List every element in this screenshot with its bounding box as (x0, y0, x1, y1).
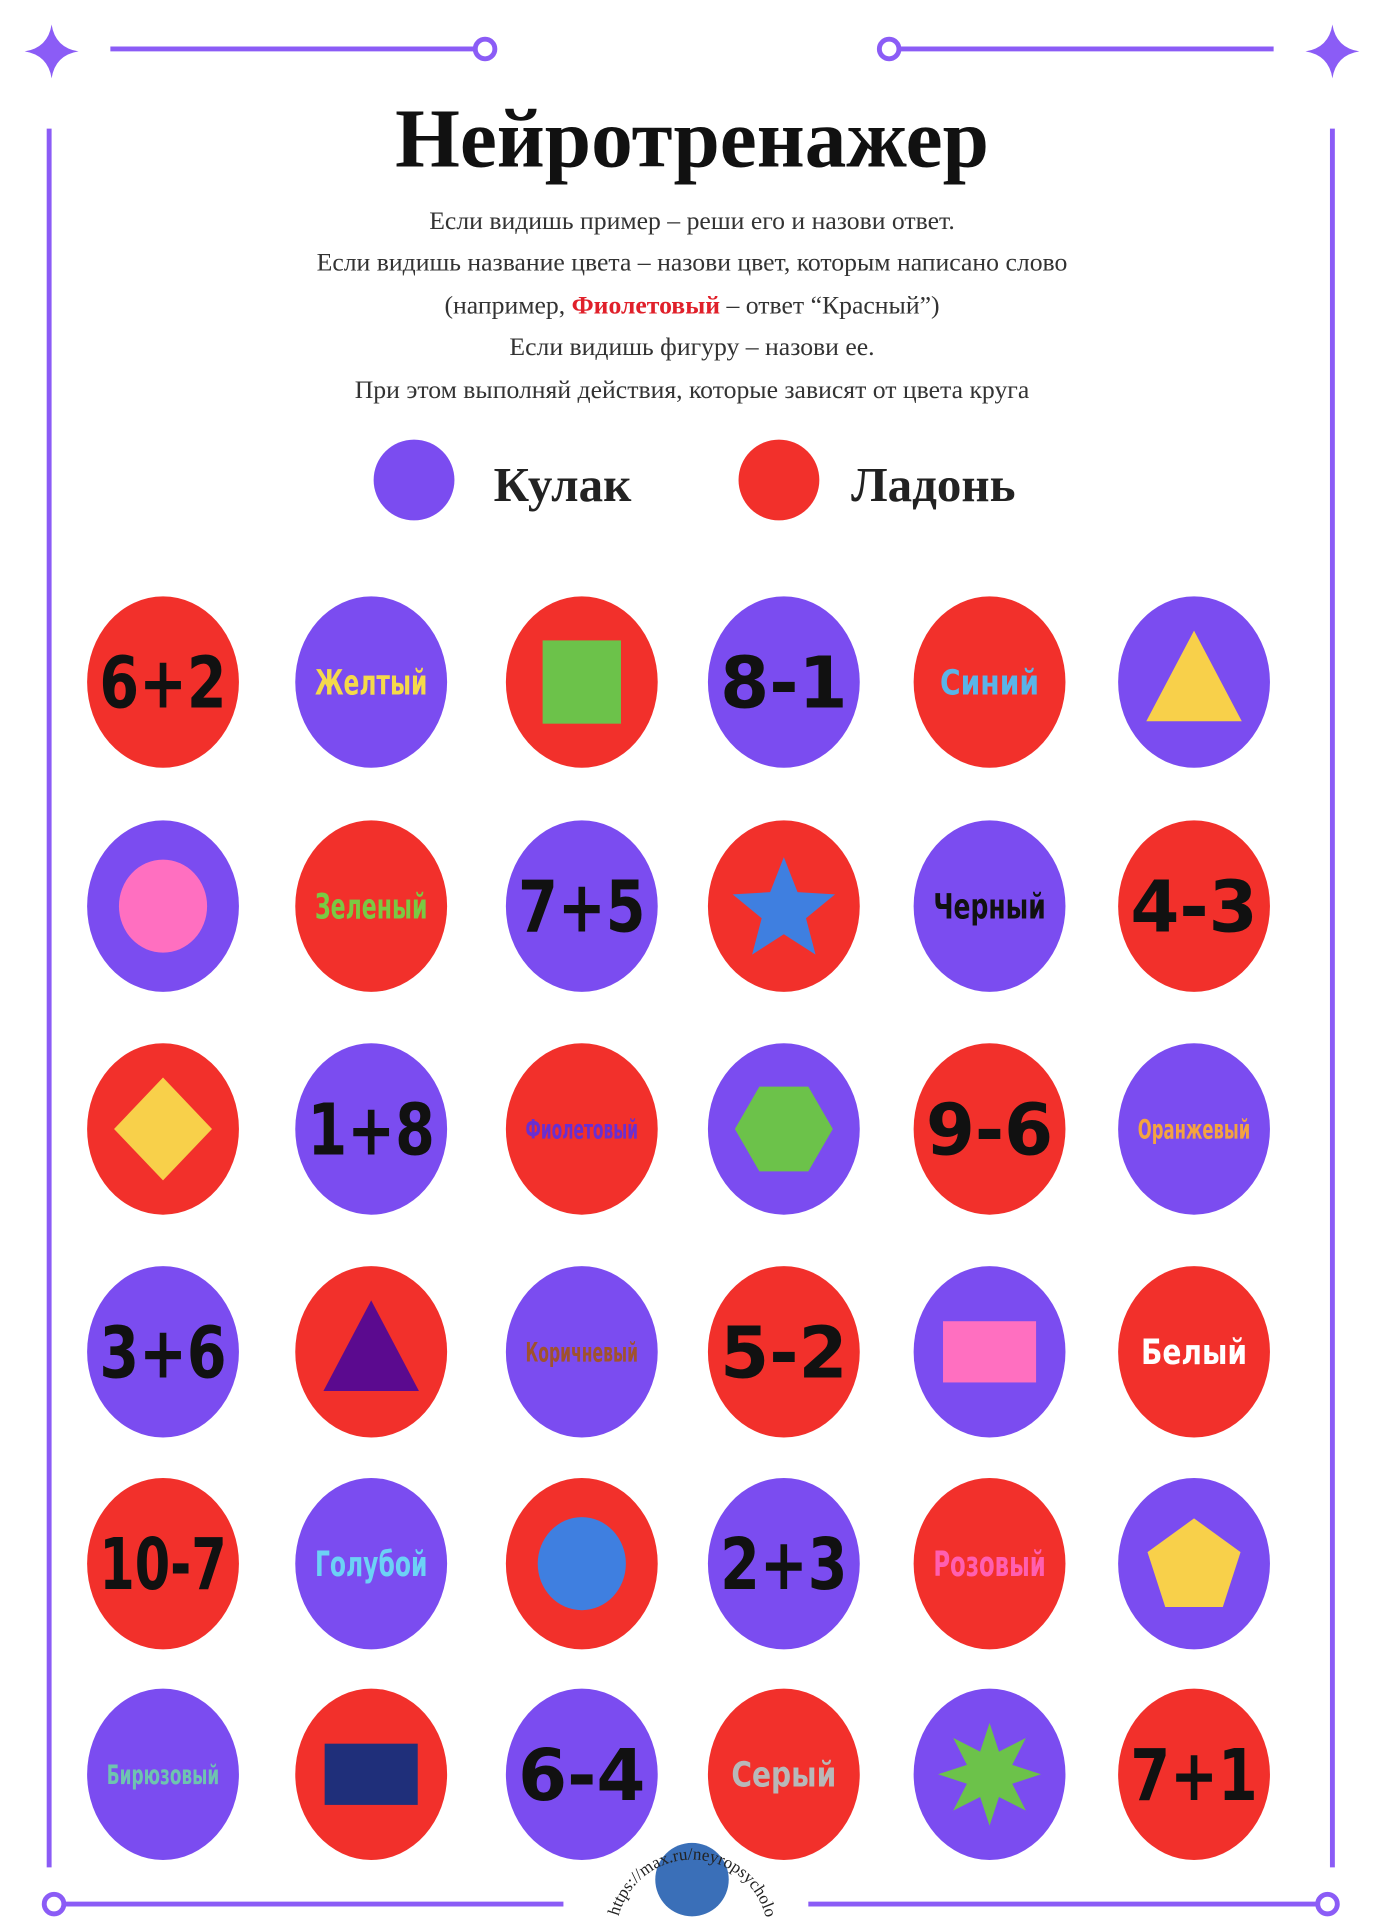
instruction-part: (например, (444, 290, 571, 319)
cell-circle (707, 1688, 860, 1860)
cell-circle (505, 1266, 658, 1438)
cell-word: Бирюзовый (107, 1760, 219, 1791)
cell-circle (707, 596, 860, 768)
cell-word: Розовый (933, 1545, 1045, 1585)
cell-word: Фиолетовый (526, 1115, 638, 1146)
legend-swatch (373, 439, 455, 521)
cell-expression: 10-7 (99, 1523, 226, 1606)
cell-circle (707, 1266, 860, 1438)
cell-word: Черный (933, 887, 1045, 927)
shape-circle (118, 859, 208, 953)
shape-square (542, 640, 621, 724)
cell-circle (295, 1477, 448, 1650)
cell-expression: 7+1 (1130, 1734, 1257, 1817)
shape-rectangle (943, 1321, 1037, 1383)
shape-star (732, 857, 836, 955)
cell-circle (913, 1043, 1066, 1215)
shape-diamond (114, 1077, 212, 1181)
cell-expression: 6-4 (518, 1734, 645, 1817)
cell-word: Голубой (315, 1545, 427, 1585)
shape-circle (537, 1517, 626, 1611)
cell-expression: 4-3 (1130, 866, 1257, 949)
legend: Кулак Ладонь (373, 439, 1016, 521)
instruction: Если видишь пример – реши его и назови о… (429, 206, 955, 235)
watermark-logo (655, 1842, 729, 1917)
shape-rectangle (324, 1743, 418, 1805)
cell-circle (707, 1477, 860, 1650)
cell-word: Белый (1141, 1333, 1247, 1373)
cell-expression: 1+8 (308, 1089, 435, 1172)
shape-pentagon (1147, 1518, 1241, 1608)
shape-star8 (938, 1722, 1041, 1826)
title: Нейротренажер (395, 94, 989, 186)
cell-circle (1118, 1688, 1270, 1860)
instruction: (например, Фиолетовый – ответ “Красный”) (444, 290, 939, 319)
cell-circle (295, 820, 448, 992)
legend-swatch (738, 439, 820, 521)
cell-circle (913, 596, 1066, 768)
cell-word: Синий (940, 663, 1039, 703)
cell-expression: 7+5 (518, 866, 645, 949)
cell-circle (295, 596, 448, 768)
cell-circle (1118, 1043, 1270, 1215)
frame (24, 24, 1360, 1917)
cell-word: Зеленый (315, 887, 427, 927)
cell-circle (913, 820, 1066, 992)
cell-expression: 6+2 (99, 642, 226, 725)
cell-expression: 3+6 (99, 1311, 226, 1394)
instruction-part: – ответ “Красный”) (720, 290, 939, 319)
example-word: Фиолетовый (572, 290, 721, 319)
shape-triangle (1146, 630, 1242, 722)
instruction: Если видишь фигуру – назови ее. (509, 332, 874, 361)
cell-word: Оранжевый (1138, 1115, 1250, 1146)
cell-expression: 9-6 (926, 1089, 1053, 1172)
cell-circle (1118, 1266, 1270, 1438)
cell-circle (87, 596, 239, 768)
cell-circle (505, 820, 658, 992)
shape-triangle (323, 1300, 419, 1392)
cell-circle (295, 1043, 448, 1215)
cell-circle (87, 1266, 239, 1438)
legend-label: Кулак (494, 457, 633, 512)
cell-circle (87, 1688, 239, 1860)
instruction: Если видишь название цвета – назови цвет… (317, 248, 1068, 277)
cell-expression: 8-1 (720, 642, 847, 725)
cell-circle (1118, 820, 1270, 992)
cell-expression: 2+3 (720, 1523, 847, 1606)
legend-label: Ладонь (851, 457, 1015, 512)
cell-circle (505, 1043, 658, 1215)
cell-grid: 6+2 Желтый 8-1 Синий Зеленый 7+5 Черный 4-3 1+8 Ф… (87, 596, 1270, 1860)
cell-circle (87, 1477, 239, 1650)
cell-word: Серый (731, 1756, 836, 1796)
cell-circle (505, 1688, 658, 1860)
cell-expression: 5-2 (720, 1311, 847, 1394)
shape-hexagon (734, 1086, 833, 1172)
cell-word: Коричневый (526, 1338, 638, 1369)
instruction: При этом выполняй действия, которые зави… (355, 375, 1030, 404)
cell-circle (913, 1477, 1066, 1650)
cell-word: Желтый (315, 663, 427, 703)
